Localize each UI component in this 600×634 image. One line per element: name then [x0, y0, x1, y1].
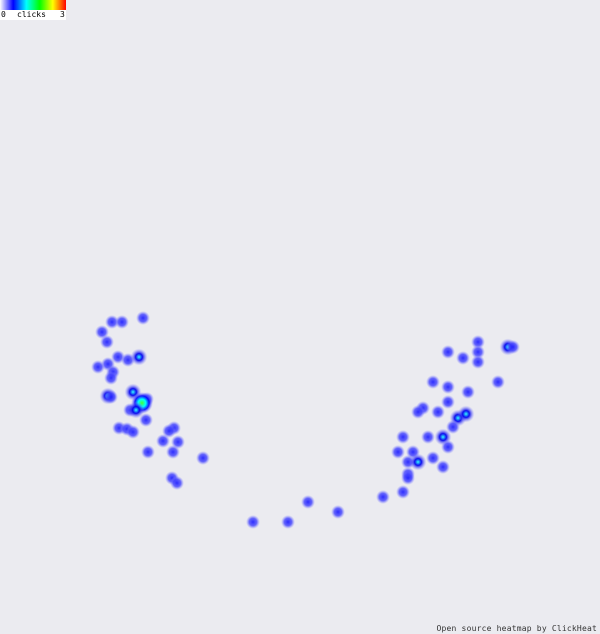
click-spot	[281, 515, 295, 529]
click-spot	[491, 375, 505, 389]
click-spot	[401, 471, 415, 485]
click-spot	[136, 311, 150, 325]
click-spot	[421, 430, 435, 444]
click-spot	[246, 515, 260, 529]
click-spot	[391, 445, 405, 459]
click-spot	[301, 495, 315, 509]
click-spot	[396, 430, 410, 444]
click-spot	[139, 413, 153, 427]
click-spot	[127, 401, 145, 419]
click-spot	[115, 315, 129, 329]
click-spot	[100, 335, 114, 349]
click-spot	[331, 505, 345, 519]
click-spot	[431, 405, 445, 419]
click-spot	[105, 315, 119, 329]
click-spot	[471, 345, 485, 359]
legend-max-value: 3	[60, 10, 65, 19]
click-spot	[441, 380, 455, 394]
click-spot	[91, 360, 105, 374]
click-spot	[409, 453, 427, 471]
click-spot	[126, 425, 140, 439]
click-spot	[166, 445, 180, 459]
click-spot	[376, 490, 390, 504]
click-spots	[91, 311, 520, 529]
click-spot	[471, 335, 485, 349]
click-spot	[441, 440, 455, 454]
legend-labels: 0 clicks 3	[0, 9, 66, 20]
click-spot	[141, 445, 155, 459]
legend-gradient-bar	[0, 0, 66, 10]
click-spot	[436, 460, 450, 474]
click-spot	[396, 485, 410, 499]
click-spot	[426, 451, 440, 465]
click-spot	[411, 405, 425, 419]
click-spot	[456, 351, 470, 365]
click-spot	[196, 451, 210, 465]
heat-legend: 0 clicks 3	[0, 0, 66, 20]
click-spot	[457, 405, 475, 423]
credit-text: Open source heatmap by ClickHeat	[436, 624, 597, 633]
legend-min-value: 0	[1, 10, 6, 19]
click-spot	[506, 340, 520, 354]
click-spot	[441, 395, 455, 409]
click-spot	[471, 355, 485, 369]
click-spot	[441, 345, 455, 359]
click-spot	[104, 371, 118, 385]
click-spot	[446, 420, 460, 434]
click-spot	[156, 434, 170, 448]
click-spot	[426, 375, 440, 389]
click-spot	[461, 385, 475, 399]
legend-unit-label: clicks	[17, 10, 46, 19]
click-spot	[130, 348, 148, 366]
click-spot	[104, 390, 118, 404]
click-spot	[170, 476, 184, 490]
